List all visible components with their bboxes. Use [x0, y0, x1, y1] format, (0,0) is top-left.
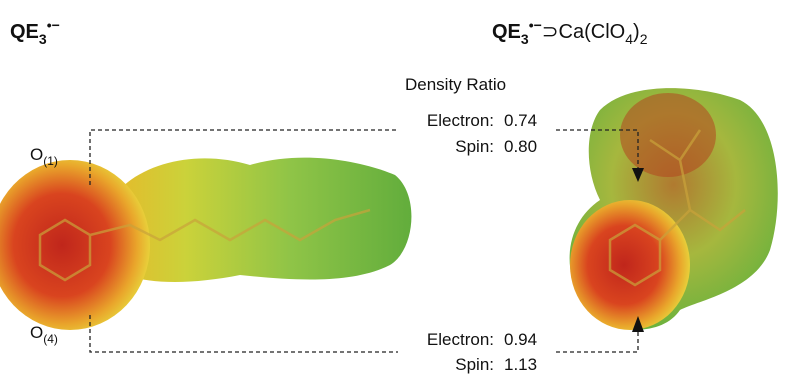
- density-heading: Density Ratio: [405, 75, 506, 94]
- spin-value: 0.80: [504, 137, 537, 156]
- title-sub: 3: [39, 31, 47, 47]
- atom: O: [30, 323, 43, 342]
- title-complex: ⊃Ca(ClO: [542, 21, 625, 43]
- title-base: QE: [10, 21, 39, 43]
- title-sub: 3: [521, 31, 529, 47]
- left-molecule-surface: [0, 158, 411, 330]
- title-sub: 2: [640, 31, 648, 47]
- figure: QE3•− QE3•−⊃Ca(ClO4)2 O(1) O(4) Density …: [0, 0, 787, 374]
- title-base: QE: [492, 21, 521, 43]
- title-sub: 4: [625, 31, 633, 47]
- spin-label: Spin:: [455, 137, 494, 156]
- connector: [90, 315, 398, 352]
- electron-value: 0.74: [504, 111, 537, 130]
- right-title: QE3•−⊃Ca(ClO4)2: [492, 17, 648, 47]
- electron-value: 0.94: [504, 330, 537, 349]
- title-close: ): [633, 21, 640, 43]
- spin-label: Spin:: [455, 355, 494, 374]
- title-sup: •−: [529, 17, 542, 33]
- atom: O: [30, 145, 43, 164]
- o1-label: O(1): [30, 145, 58, 168]
- left-title: QE3•−: [10, 17, 60, 47]
- spin-value: 1.13: [504, 355, 537, 374]
- right-molecule-surface: [570, 88, 778, 330]
- title-sup: •−: [47, 17, 60, 33]
- electron-label: Electron:: [427, 111, 494, 130]
- atom-index: (1): [43, 154, 58, 168]
- atom-index: (4): [43, 332, 58, 346]
- electron-label: Electron:: [427, 330, 494, 349]
